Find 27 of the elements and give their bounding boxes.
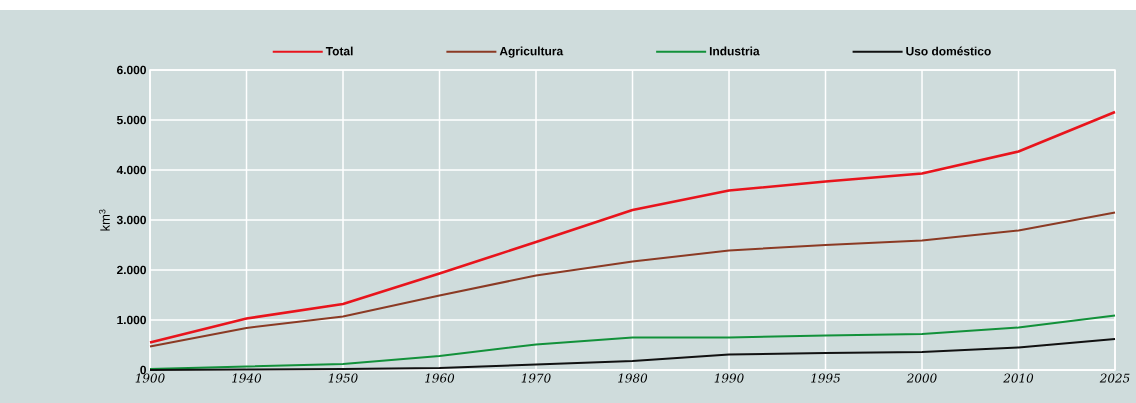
y-tick-label: 6.000 (117, 65, 146, 75)
y-tick-label: 3.000 (116, 215, 146, 225)
y-tick-label: 1.000 (117, 315, 146, 325)
x-tick-label: 2010 (1003, 373, 1034, 383)
y-tick-label: 0 (140, 365, 146, 375)
legend-label: Agricultura (499, 46, 564, 58)
x-tick-label: 1950 (328, 373, 358, 383)
x-tick-label: 1940 (232, 373, 262, 383)
line-series (149, 338, 1117, 371)
y-tick-label: 5.000 (116, 115, 146, 125)
x-tick-label: 1995 (811, 373, 840, 383)
y-tick-label: 4.000 (116, 165, 146, 175)
x-tick-label: 1970 (521, 373, 551, 383)
legend-label: Industria (709, 46, 760, 56)
line-series (149, 211, 1117, 348)
x-tick-label: 2025 (1099, 373, 1130, 383)
x-tick-label: 1990 (714, 373, 744, 383)
line-series (149, 314, 1117, 370)
x-tick-label: 1980 (618, 373, 648, 383)
x-tick-label: 1900 (135, 373, 165, 383)
y-tick-label: 2.000 (116, 265, 146, 275)
x-tick-label: 2000 (906, 373, 937, 383)
line-series (148, 110, 1117, 344)
x-tick-label: 1960 (425, 373, 455, 383)
legend-label: Uso doméstico (906, 46, 991, 56)
legend-label: Total (325, 46, 353, 56)
y-axis-title: km$^{3}$ (99, 209, 110, 231)
